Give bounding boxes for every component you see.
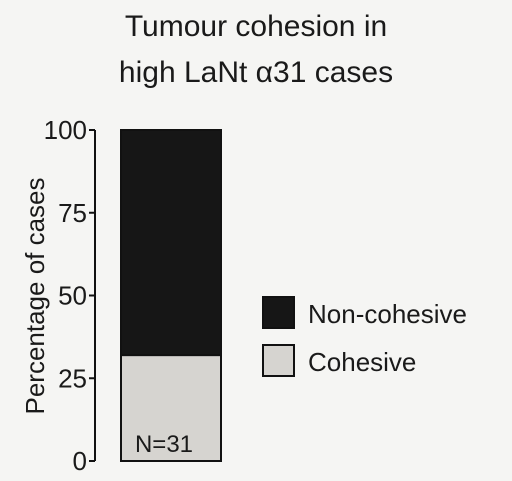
- legend-swatch-cohesive: [262, 344, 295, 377]
- chart-title: Tumour cohesion in high LaNt α31 cases: [119, 10, 393, 89]
- bar-segment-cohesive: [120, 354, 222, 462]
- y-tick-label: 50: [58, 281, 87, 311]
- y-tick-label: 25: [58, 363, 87, 393]
- bar-group: [120, 129, 222, 462]
- sample-size-annotation: N=31: [135, 431, 193, 458]
- y-axis: 0 25 50 75 100: [44, 115, 96, 476]
- chart-title-line-1: Tumour cohesion in: [125, 10, 387, 43]
- bar-segment-non-cohesive: [120, 129, 222, 357]
- legend-label-non-cohesive: Non-cohesive: [308, 299, 467, 329]
- legend-swatch-non-cohesive: [262, 296, 295, 329]
- y-tick-label: 0: [73, 446, 87, 476]
- legend: Non-cohesive Cohesive: [262, 296, 467, 377]
- legend-label-cohesive: Cohesive: [308, 347, 416, 377]
- chart-title-line-2: high LaNt α31 cases: [119, 56, 393, 89]
- y-tick-label: 75: [58, 198, 87, 228]
- y-tick-label: 100: [44, 115, 87, 145]
- y-axis-title: Percentage of cases: [20, 177, 50, 414]
